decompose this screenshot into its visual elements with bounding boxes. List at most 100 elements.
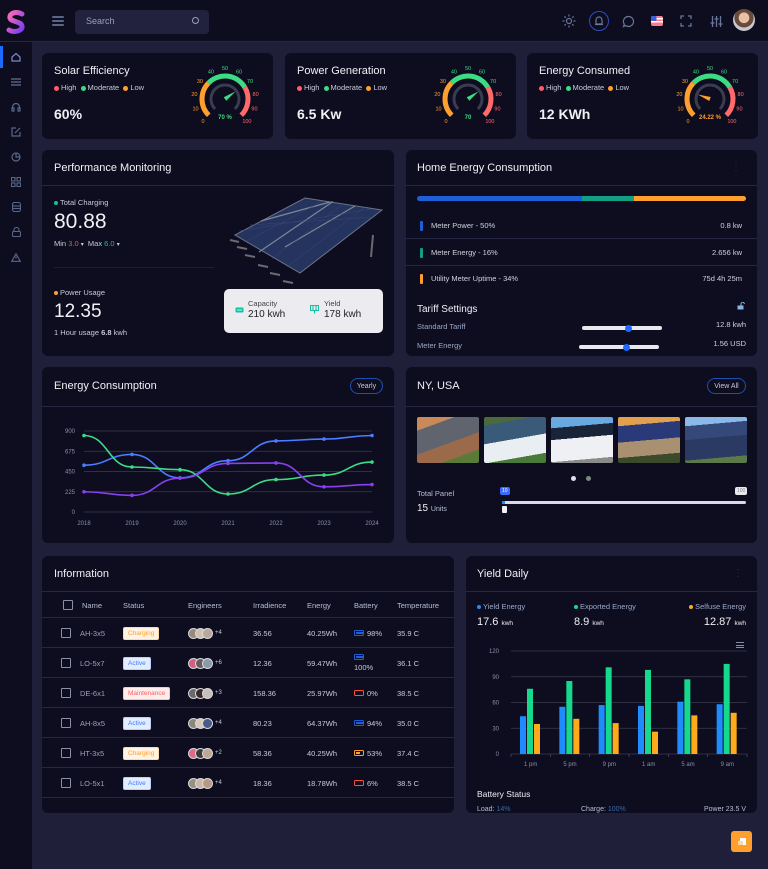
table-row[interactable]: AH-3x5 Charging +4 36.56 40.25Wh 98% 35.…	[42, 618, 454, 648]
svg-text:30: 30	[440, 79, 446, 85]
sidebar-item-list[interactable]	[0, 72, 32, 92]
line-series	[83, 462, 373, 497]
engineers-avatars[interactable]: +6	[188, 648, 222, 678]
house-image[interactable]	[417, 417, 479, 463]
app-logo[interactable]	[6, 10, 26, 34]
svg-text:60: 60	[721, 69, 727, 75]
meter-row: Meter Energy - 16% 2.656 kw	[406, 240, 757, 266]
fullscreen-icon[interactable]	[678, 13, 694, 29]
svg-text:80: 80	[253, 92, 259, 98]
engineers-avatars[interactable]: +4	[188, 768, 222, 798]
select-all-checkbox[interactable]	[63, 600, 73, 610]
more-options-icon[interactable]: ⋮	[731, 162, 741, 173]
solar-panel-image	[229, 197, 384, 284]
more-options-icon[interactable]: ⋮	[733, 568, 743, 579]
house-image[interactable]	[618, 417, 680, 463]
row-checkbox[interactable]	[61, 748, 71, 758]
house-image[interactable]	[551, 417, 613, 463]
meter-energy-slider[interactable]	[579, 343, 659, 351]
engineers-avatars[interactable]: +3	[188, 678, 222, 708]
standard-tariff-slider[interactable]	[582, 324, 662, 332]
energy-split-bar	[417, 196, 746, 201]
bar	[723, 663, 730, 754]
avatar	[202, 777, 213, 789]
search-icon[interactable]	[192, 17, 199, 24]
sidebar-item-support[interactable]	[0, 97, 32, 117]
search-input[interactable]: Search	[75, 10, 209, 34]
svg-text:2018: 2018	[77, 521, 91, 527]
svg-text:30: 30	[682, 79, 688, 85]
engineers-avatars[interactable]: +4	[188, 618, 222, 648]
meter-row: Utility Meter Uptime - 34% 75d 4h 25m	[406, 266, 757, 292]
yield-bar-chart: 0 30 60 90 120 1 pm 5 pm 9 pm 1 am 5 am 9 am	[489, 649, 748, 768]
view-all-button[interactable]: View All	[707, 378, 746, 394]
table-row[interactable]: AH-8x5 Active +4 80.23 64.37Wh 94% 35.0 …	[42, 708, 454, 738]
bar	[605, 667, 612, 754]
bar	[612, 723, 619, 754]
card-title: Energy Consumption	[54, 380, 157, 392]
sidebar-item-database[interactable]	[0, 197, 32, 217]
floating-action-button[interactable]	[731, 831, 752, 852]
house-image[interactable]	[484, 417, 546, 463]
row-checkbox[interactable]	[61, 688, 71, 698]
us-flag-icon[interactable]	[649, 13, 665, 29]
tariff-settings-title: Tariff Settings	[417, 304, 478, 315]
table-header: Name Status Engineers Irradience Energy …	[42, 592, 454, 618]
cell-battery: 6%	[354, 768, 378, 798]
svg-text:225: 225	[65, 490, 76, 496]
solar-grid-icon	[310, 305, 319, 314]
house-image[interactable]	[685, 417, 747, 463]
sidebar-item-security[interactable]	[0, 222, 32, 242]
svg-text:70: 70	[247, 79, 253, 85]
total-panel-slider[interactable]	[502, 501, 746, 504]
bar	[730, 712, 737, 754]
row-checkbox[interactable]	[61, 778, 71, 788]
svg-text:120: 120	[489, 649, 500, 655]
sun-icon[interactable]	[561, 13, 577, 29]
svg-text:1 pm: 1 pm	[524, 762, 537, 768]
sidebar-item-edit[interactable]	[0, 122, 32, 142]
gauge-card-1: Power Generation High Moderate Low 6.5 K…	[285, 53, 516, 139]
unlock-icon[interactable]	[737, 302, 745, 310]
chat-icon[interactable]	[620, 13, 636, 29]
sidebar-item-home[interactable]	[0, 47, 32, 67]
svg-text:50: 50	[222, 66, 228, 72]
svg-text:80: 80	[496, 92, 502, 98]
gauge-legend: High Moderate Low	[297, 83, 387, 92]
table-row[interactable]: LO-5x7 Active +6 12.36 59.47Wh 100% 36.1…	[42, 648, 454, 678]
cell-irradience: 18.36	[253, 778, 272, 788]
row-checkbox[interactable]	[61, 718, 71, 728]
meter-color-marker	[420, 221, 423, 231]
svg-text:100: 100	[242, 119, 251, 125]
table-row[interactable]: LO-5x1 Active +4 18.36 18.78Wh 6% 38.5 C	[42, 768, 454, 798]
corner-arrow-icon	[737, 838, 746, 845]
table-row[interactable]: HT-3x5 Charging +2 58.36 40.25Wh 53% 37.…	[42, 738, 454, 768]
chart-menu-icon[interactable]	[736, 642, 744, 648]
carousel-dot[interactable]	[586, 476, 591, 481]
cell-name: LO-5x1	[80, 778, 105, 788]
cell-temperature: 35.0 C	[397, 718, 420, 728]
menu-toggle-icon[interactable]	[52, 16, 64, 26]
status-badge: Charging	[123, 626, 160, 640]
sliders-icon[interactable]	[708, 13, 724, 29]
svg-text:90: 90	[251, 107, 257, 113]
avatar[interactable]	[733, 9, 755, 31]
battery-icon	[235, 307, 244, 313]
row-checkbox[interactable]	[61, 658, 71, 668]
svg-text:9 am: 9 am	[721, 762, 734, 768]
table-row[interactable]: DE-6x1 Maintenance +3 158.36 25.97Wh 0% …	[42, 678, 454, 708]
svg-text:0: 0	[496, 752, 500, 758]
cell-battery: 53%	[354, 738, 382, 768]
carousel-dot-active[interactable]	[571, 476, 576, 481]
sidebar-item-apps[interactable]	[0, 172, 32, 192]
engineers-avatars[interactable]: +2	[188, 738, 222, 768]
yearly-filter-button[interactable]: Yearly	[350, 378, 383, 394]
engineers-avatars[interactable]: +4	[188, 708, 222, 738]
row-checkbox[interactable]	[61, 628, 71, 638]
slider-handle[interactable]	[502, 506, 507, 513]
bar	[652, 731, 658, 754]
sidebar-item-alerts[interactable]	[0, 247, 32, 267]
sidebar-item-analytics[interactable]	[0, 147, 32, 167]
bell-icon[interactable]	[589, 11, 609, 31]
svg-text:80: 80	[738, 92, 744, 98]
